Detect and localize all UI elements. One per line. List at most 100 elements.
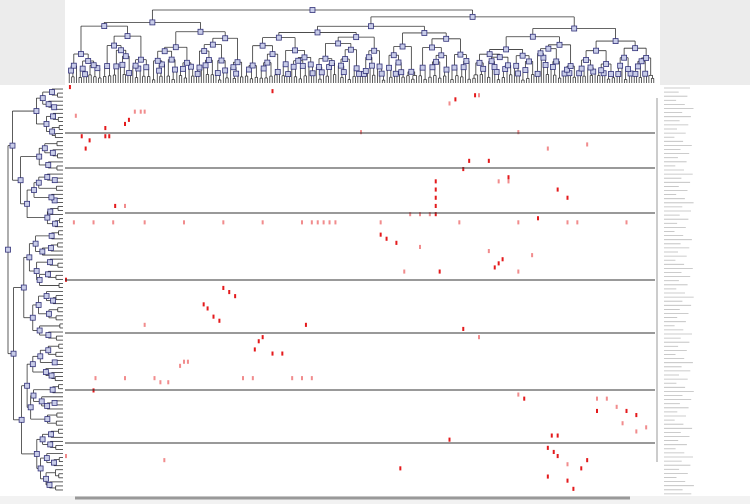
heatmap-cell bbox=[596, 396, 598, 401]
heatmap-cell bbox=[253, 347, 256, 352]
dendrogram-node bbox=[32, 240, 39, 247]
dendrogram-node bbox=[493, 68, 500, 75]
heatmap-cell bbox=[228, 290, 231, 295]
dendrogram-node bbox=[47, 259, 53, 266]
dendrogram-node bbox=[549, 64, 556, 70]
heatmap-cell bbox=[104, 126, 107, 131]
heatmap-cell bbox=[167, 380, 170, 385]
heatmap-cell bbox=[434, 179, 437, 184]
dendrogram-node bbox=[37, 353, 44, 360]
dendrogram-node bbox=[33, 268, 40, 274]
heatmap-cell bbox=[304, 322, 307, 327]
dendrogram-node bbox=[24, 200, 30, 207]
separators bbox=[65, 87, 694, 495]
heatmap-cell bbox=[74, 113, 77, 118]
heatmap-cell bbox=[281, 351, 284, 356]
dendrogram-node bbox=[246, 66, 252, 73]
dendrogram-node bbox=[395, 59, 402, 66]
heatmap-cell bbox=[222, 220, 225, 225]
dendrogram-node bbox=[299, 62, 306, 69]
dendrogram-node bbox=[44, 403, 51, 409]
dendrogram-node bbox=[460, 64, 467, 71]
heatmap-cell bbox=[242, 376, 244, 381]
dendrogram-node bbox=[295, 57, 302, 64]
heatmap-cell bbox=[458, 220, 461, 225]
dendrogram-node bbox=[206, 57, 212, 63]
dendrogram-node bbox=[316, 64, 322, 70]
dendrogram-node bbox=[37, 465, 44, 472]
heatmap-cell bbox=[523, 396, 526, 401]
heatmap-cell bbox=[621, 421, 624, 426]
dendrogram-node bbox=[79, 65, 86, 72]
dendrogram-node bbox=[119, 61, 126, 68]
dendrogram-node bbox=[39, 95, 46, 102]
dendrogram-node bbox=[49, 89, 55, 95]
heatmap-cell bbox=[65, 454, 67, 459]
heatmap-cell bbox=[301, 376, 303, 381]
dendrogram-node bbox=[264, 59, 271, 66]
corner-panel bbox=[0, 0, 65, 85]
dendrogram-node bbox=[443, 35, 450, 42]
heatmap-cell bbox=[143, 220, 146, 225]
heatmap-cell bbox=[434, 212, 437, 217]
dendrogram-node bbox=[36, 276, 43, 283]
dendrogram-node bbox=[46, 482, 53, 488]
heatmap-cell bbox=[379, 220, 382, 225]
heatmap-cell bbox=[507, 179, 510, 184]
dendrogram-node bbox=[230, 64, 237, 71]
heatmap-cell bbox=[84, 146, 87, 151]
dendrogram-node bbox=[46, 310, 52, 317]
dendrogram-node bbox=[209, 41, 216, 48]
dendrogram-node bbox=[537, 50, 544, 57]
dendrogram-node bbox=[18, 416, 25, 423]
dendrogram-node bbox=[526, 58, 532, 65]
heatmap-cell bbox=[108, 134, 111, 139]
heatmap-cell bbox=[153, 376, 156, 381]
dendrogram-node bbox=[480, 65, 487, 72]
dendrogram-node bbox=[49, 386, 56, 393]
dendrogram-node bbox=[309, 7, 316, 13]
dendrogram-node bbox=[172, 44, 179, 51]
dendrogram-node bbox=[386, 64, 392, 71]
heatmap-cell bbox=[556, 433, 559, 438]
dendrogram-node bbox=[378, 70, 385, 77]
heatmap-cell bbox=[487, 158, 490, 163]
dendrogram-node bbox=[457, 51, 464, 58]
heatmap-cell bbox=[385, 236, 388, 241]
heatmap-cell bbox=[596, 408, 598, 413]
dendrogram-node bbox=[214, 70, 221, 76]
dendrogram-node bbox=[522, 67, 529, 73]
dendrogram-node bbox=[328, 60, 335, 66]
heatmap-cell bbox=[261, 335, 264, 340]
heatmap-cell bbox=[399, 466, 402, 471]
heatmap-cell bbox=[124, 121, 126, 126]
dendrogram-node bbox=[433, 58, 439, 65]
heatmap-cell bbox=[212, 314, 215, 319]
dendrogram-node bbox=[269, 51, 276, 58]
heatmap-cell bbox=[546, 146, 549, 151]
heatmap-cell bbox=[497, 261, 500, 266]
dendrogram-node bbox=[5, 246, 11, 253]
dendrogram-node bbox=[111, 42, 117, 49]
dendrogram-node bbox=[583, 57, 589, 63]
dendrogram-node bbox=[45, 347, 52, 354]
dendrogram-node bbox=[44, 416, 51, 423]
dendrogram-node bbox=[356, 70, 362, 77]
dendrogram-node bbox=[392, 70, 399, 77]
dendrogram-node bbox=[44, 214, 51, 221]
heatmap-cell bbox=[179, 363, 182, 368]
dendrogram-node bbox=[632, 70, 639, 77]
dendrogram-node bbox=[290, 63, 297, 70]
dendrogram-node bbox=[51, 359, 58, 366]
dendrogram-node bbox=[503, 46, 510, 53]
dendrogram-node bbox=[49, 128, 56, 135]
dendrogram-node bbox=[259, 42, 266, 49]
dendrogram-node bbox=[567, 63, 574, 69]
heatmap-cell bbox=[234, 294, 237, 299]
dendrogram-node bbox=[50, 297, 56, 304]
dendrogram-node bbox=[488, 58, 495, 65]
dendrogram-node bbox=[218, 57, 225, 64]
dendrogram-node bbox=[42, 369, 49, 375]
dendrogram-node bbox=[36, 327, 43, 334]
dendrogram-node bbox=[540, 54, 547, 61]
